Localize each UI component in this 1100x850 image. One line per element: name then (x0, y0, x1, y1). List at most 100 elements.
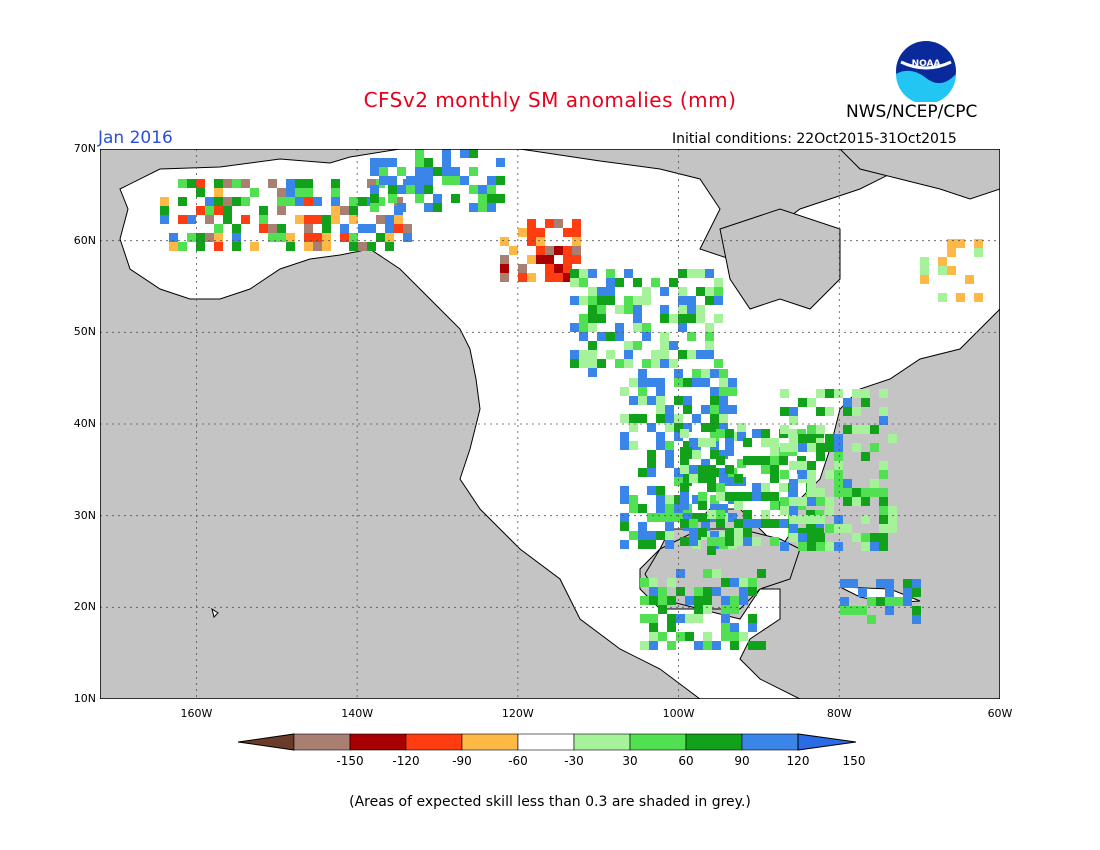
anomaly-cell (696, 314, 705, 323)
anomaly-cell (656, 486, 665, 495)
anomaly-cell (825, 443, 834, 452)
anomaly-cell (852, 443, 861, 452)
anomaly-cell (797, 528, 806, 537)
anomaly-cell (370, 158, 379, 167)
anomaly-cell (647, 459, 656, 468)
anomaly-cell (268, 179, 277, 188)
anomaly-cell (667, 614, 676, 623)
anomaly-cell (572, 228, 581, 237)
anomaly-cell (620, 441, 629, 450)
anomaly-cell (815, 438, 824, 447)
anomaly-cell (701, 513, 710, 522)
anomaly-cell (861, 515, 870, 524)
anomaly-cell (780, 425, 789, 434)
colorbar-arrow-low (238, 733, 295, 751)
anomaly-cell (563, 246, 572, 255)
anomaly-cell (815, 510, 824, 519)
anomaly-cell (807, 542, 816, 551)
anomaly-cell (649, 578, 658, 587)
anomaly-cell (579, 314, 588, 323)
anomaly-cell (739, 632, 748, 641)
anomaly-cell (710, 450, 719, 459)
anomaly-cell (638, 387, 647, 396)
anomaly-cell (349, 215, 358, 224)
anomaly-cell (579, 278, 588, 287)
anomaly-cell (807, 497, 816, 506)
anomaly-cell (721, 605, 730, 614)
anomaly-cell (370, 185, 379, 194)
anomaly-cell (737, 459, 746, 468)
anomaly-cell (770, 492, 779, 501)
anomaly-cell (633, 314, 642, 323)
anomaly-cell (500, 273, 509, 282)
anomaly-cell (789, 524, 798, 533)
anomaly-cell (739, 596, 748, 605)
colorbar-segment (517, 733, 575, 751)
anomaly-cell (974, 239, 983, 248)
anomaly-cell (615, 323, 624, 332)
colorbar-label: -60 (508, 754, 528, 768)
colorbar-segment (573, 733, 631, 751)
anomaly-cell (705, 296, 714, 305)
anomaly-cell (649, 632, 658, 641)
anomaly-cell (241, 197, 250, 206)
anomaly-cell (597, 332, 606, 341)
anomaly-cell (698, 465, 707, 474)
anomaly-cell (660, 305, 669, 314)
anomaly-cell (761, 510, 770, 519)
anomaly-cell (816, 533, 825, 542)
anomaly-cell (460, 149, 469, 158)
anomaly-cell (920, 257, 929, 266)
anomaly-cell (797, 429, 806, 438)
anomaly-cell (725, 438, 734, 447)
anomaly-cell (692, 369, 701, 378)
anomaly-cell (665, 441, 674, 450)
anomaly-cell (295, 179, 304, 188)
anomaly-cell (743, 438, 752, 447)
anomaly-cell (665, 495, 674, 504)
anomaly-cell (397, 203, 406, 212)
anomaly-cell (707, 510, 716, 519)
anomaly-cell (912, 588, 921, 597)
anomaly-cell (388, 176, 397, 185)
anomaly-cell (638, 378, 647, 387)
anomaly-cell (719, 396, 728, 405)
anomaly-cell (757, 569, 766, 578)
initial-conditions: Initial conditions: 22Oct2015-31Oct2015 (672, 131, 957, 147)
anomaly-cell (638, 468, 647, 477)
anomaly-cell (701, 423, 710, 432)
anomaly-cell (894, 597, 903, 606)
anomaly-cell (667, 578, 676, 587)
anomaly-cell (322, 224, 331, 233)
anomaly-cell (692, 495, 701, 504)
anomaly-cell (885, 579, 894, 588)
anomaly-cell (379, 176, 388, 185)
anomaly-cell (606, 350, 615, 359)
anomaly-cell (232, 197, 241, 206)
anomaly-cell (442, 149, 451, 158)
anomaly-cell (638, 522, 647, 531)
anomaly-cell (858, 606, 867, 615)
anomaly-cell (770, 501, 779, 510)
anomaly-cell (669, 341, 678, 350)
anomaly-cell (620, 432, 629, 441)
anomaly-cell (694, 641, 703, 650)
anomaly-cell (588, 323, 597, 332)
anomaly-cell (579, 359, 588, 368)
anomaly-cell (703, 605, 712, 614)
anomaly-cell (680, 519, 689, 528)
anomaly-cell (674, 396, 683, 405)
anomaly-cell (710, 432, 719, 441)
anomaly-cell (678, 323, 687, 332)
anomaly-cell (861, 389, 870, 398)
anomaly-cell (588, 296, 597, 305)
anomaly-cell (665, 540, 674, 549)
anomaly-cell (545, 264, 554, 273)
anomaly-cell (716, 519, 725, 528)
anomaly-cell (433, 167, 442, 176)
anomaly-cell (834, 470, 843, 479)
anomaly-cell (743, 456, 752, 465)
anomaly-cell (572, 255, 581, 264)
anomaly-cell (358, 197, 367, 206)
anomaly-cell (606, 296, 615, 305)
